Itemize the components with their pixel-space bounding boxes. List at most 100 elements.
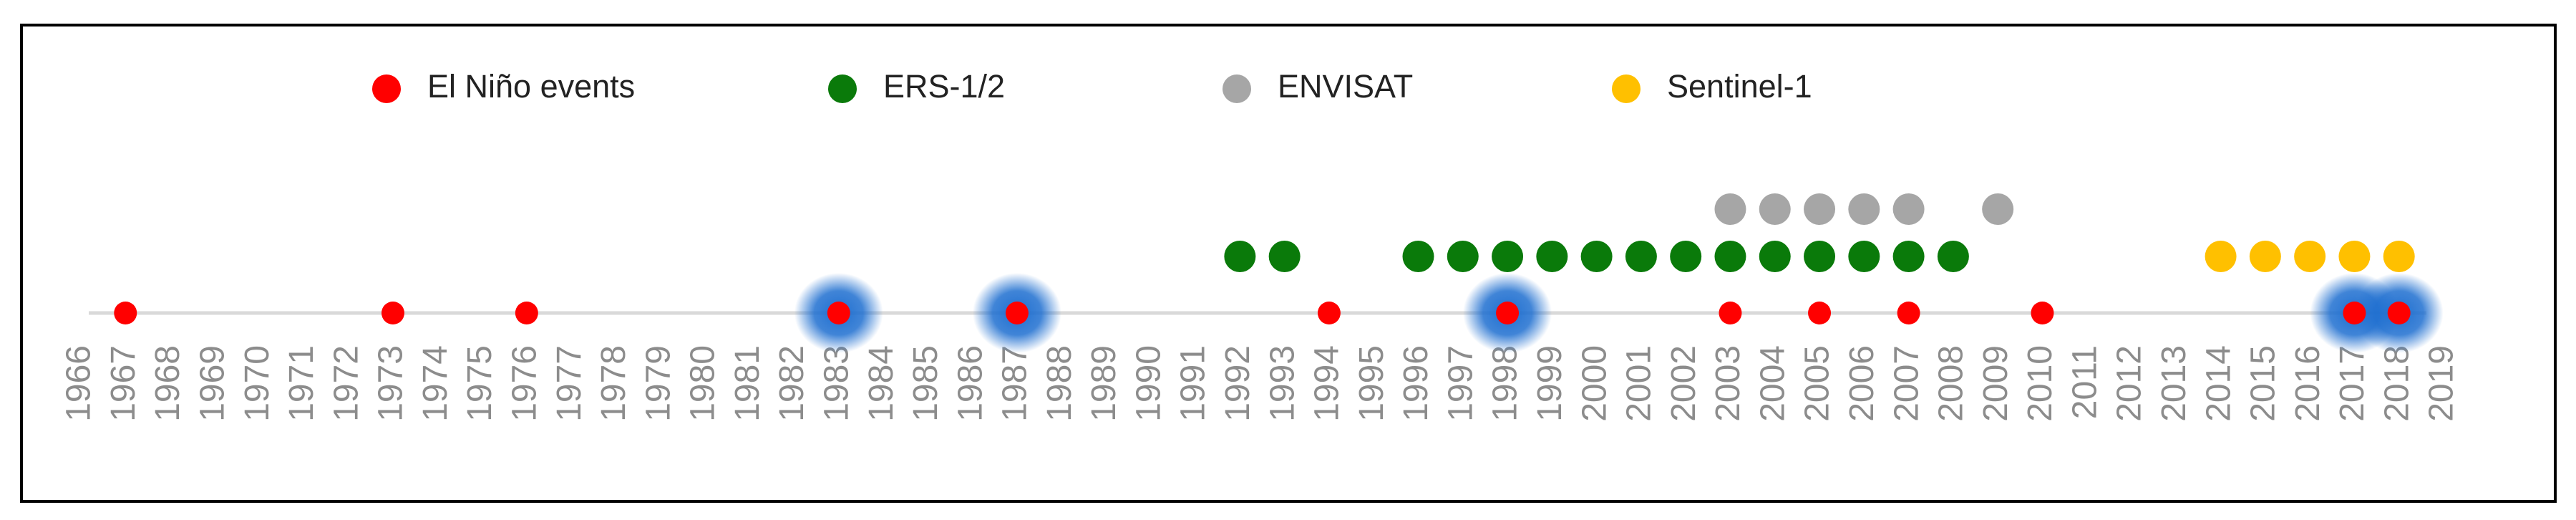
x-tick-label: 1966 (60, 345, 98, 422)
event-dot (1492, 241, 1524, 272)
x-tick-label: 2019 (2423, 345, 2461, 422)
event-dot (1808, 302, 1832, 324)
event-dot (1897, 302, 1920, 324)
event-dot (2383, 241, 2415, 272)
x-tick-label: 2001 (1620, 345, 1658, 422)
x-tick-label: 1972 (327, 345, 365, 422)
event-dot (2249, 241, 2281, 272)
x-tick-label: 1982 (773, 345, 811, 422)
x-tick-label: 2013 (2155, 345, 2193, 422)
event-dot (1268, 241, 1301, 272)
x-tick-label: 1997 (1442, 345, 1479, 422)
x-tick-label: 1978 (595, 345, 633, 422)
event-dot (1317, 302, 1341, 324)
legend-label: El Niño events (427, 68, 635, 105)
x-tick-label: 1994 (1308, 345, 1346, 422)
x-tick-label: 2009 (1977, 345, 2015, 422)
event-dot (1848, 241, 1880, 272)
x-tick-label: 2017 (2333, 345, 2371, 422)
event-dot (1804, 241, 1836, 272)
x-tick-label: 2011 (2066, 345, 2104, 419)
x-tick-label: 1988 (1041, 345, 1079, 422)
event-dot (1848, 193, 1880, 225)
x-tick-label: 1993 (1263, 345, 1301, 422)
event-dot (1892, 241, 1925, 272)
x-tick-label: 1975 (461, 345, 499, 422)
x-tick-label: 1984 (862, 345, 900, 422)
event-dot (1759, 241, 1791, 272)
x-tick-label: 1990 (1129, 345, 1167, 422)
legend-label: Sentinel-1 (1667, 68, 1812, 105)
event-dot (2031, 302, 2054, 324)
x-tick-label: 2000 (1575, 345, 1613, 422)
event-dot (114, 302, 137, 324)
event-dot (1536, 241, 1568, 272)
x-tick-label: 1970 (238, 345, 276, 422)
event-dot (1670, 241, 1702, 272)
event-dot (2343, 302, 2366, 324)
x-tick-label: 2008 (1933, 345, 1970, 422)
x-tick-label: 1995 (1353, 345, 1391, 422)
x-tick-label: 1996 (1397, 345, 1435, 422)
x-tick-label: 2006 (1843, 345, 1881, 422)
x-tick-label: 2014 (2200, 345, 2237, 422)
event-dot (1719, 302, 1742, 324)
x-tick-label: 1983 (817, 345, 855, 422)
event-dot (1804, 193, 1836, 225)
event-dot (1447, 241, 1479, 272)
x-tick-label: 2016 (2289, 345, 2327, 422)
event-dot (1496, 302, 1520, 324)
x-tick-label: 2005 (1799, 345, 1837, 422)
x-tick-label: 1985 (907, 345, 945, 422)
legend-label: ERS-1/2 (883, 68, 1005, 105)
x-tick-label: 1981 (729, 345, 767, 422)
event-dot (1580, 241, 1613, 272)
x-tick-label: 1977 (550, 345, 588, 422)
x-tick-label: 2018 (2378, 345, 2416, 422)
event-dot (381, 302, 404, 324)
event-dot (2294, 241, 2326, 272)
legend-marker (372, 74, 401, 103)
x-tick-label: 2007 (1887, 345, 1925, 422)
x-tick-label: 1991 (1175, 345, 1212, 422)
x-tick-label: 1989 (1085, 345, 1123, 422)
event-dot (1224, 241, 1256, 272)
x-tick-label: 1974 (417, 345, 455, 422)
event-dot (1005, 302, 1029, 324)
event-dot (1937, 241, 1969, 272)
event-dot (1982, 193, 2014, 225)
x-tick-label: 2004 (1754, 345, 1792, 422)
event-dot (827, 302, 850, 324)
event-dot (2338, 241, 2371, 272)
x-tick-label: 1986 (951, 345, 989, 422)
x-tick-label: 1973 (372, 345, 410, 422)
x-tick-label: 2012 (2111, 345, 2149, 422)
x-tick-label: 1987 (996, 345, 1034, 422)
x-tick-label: 2002 (1665, 345, 1703, 422)
event-dot (1625, 241, 1657, 272)
event-dot (1759, 193, 1791, 225)
x-tick-label: 1968 (149, 345, 187, 422)
x-tick-label: 1969 (194, 345, 232, 422)
legend-marker (828, 74, 857, 103)
event-dot (2205, 241, 2237, 272)
legend-marker (1612, 74, 1641, 103)
event-dot (2387, 302, 2411, 324)
x-tick-label: 1979 (639, 345, 677, 422)
x-tick-label: 1976 (506, 345, 544, 422)
event-dot (1892, 193, 1925, 225)
x-tick-label: 1999 (1531, 345, 1569, 422)
x-tick-label: 2003 (1709, 345, 1747, 422)
x-tick-label: 1992 (1219, 345, 1257, 422)
event-dot (1402, 241, 1434, 272)
event-dot (515, 302, 538, 324)
x-tick-label: 1998 (1487, 345, 1525, 422)
x-tick-label: 2015 (2245, 345, 2283, 422)
x-tick-label: 2010 (2021, 345, 2059, 422)
event-dot (1714, 193, 1746, 225)
x-tick-label: 1980 (684, 345, 722, 422)
x-tick-label: 1967 (105, 345, 142, 422)
x-tick-label: 1971 (283, 345, 321, 422)
event-dot (1714, 241, 1746, 272)
